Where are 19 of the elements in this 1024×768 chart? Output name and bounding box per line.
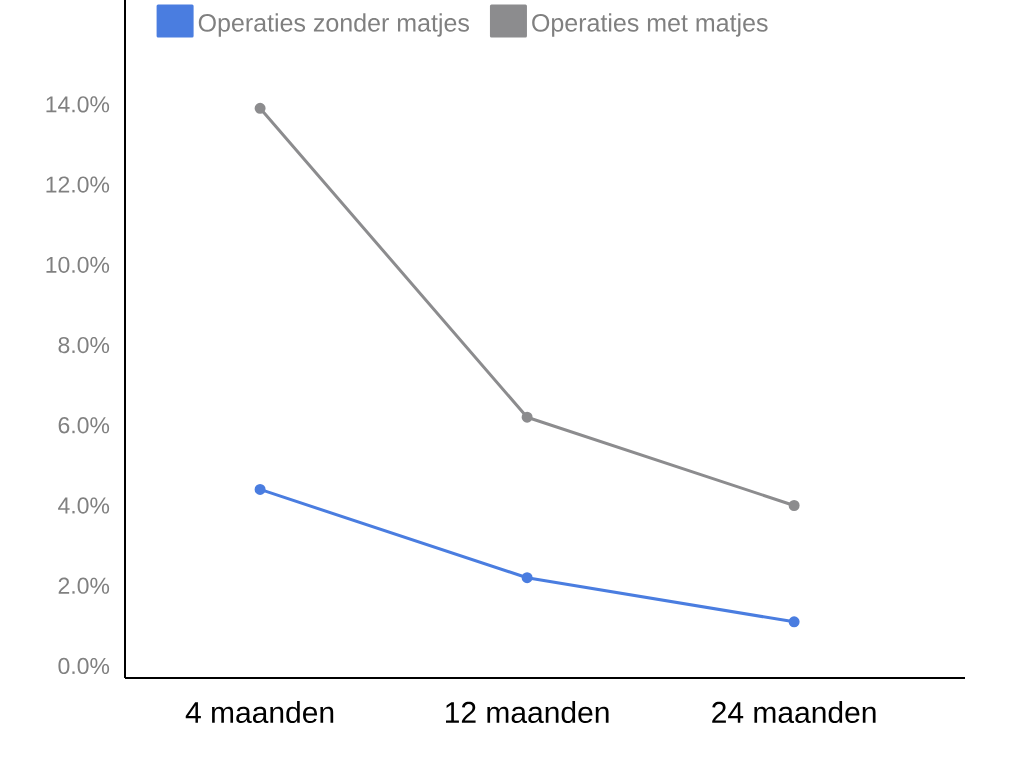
y-tick-label: 0.0% [58, 657, 110, 675]
legend-label: Operaties met matjes [532, 13, 768, 37]
y-tick-label: 2.0% [58, 577, 110, 594]
point [254, 102, 266, 114]
x-tick-label: 12 maanden [446, 701, 609, 724]
x-tick-label: 24 maanden [712, 701, 876, 724]
y-tick-label: 10.0% [46, 256, 110, 273]
y-tick-label: 14.0% [46, 96, 110, 113]
point [521, 572, 533, 584]
y-tick-label: 6.0% [58, 417, 110, 434]
point [521, 411, 533, 423]
y-tick-label: 4.0% [58, 497, 110, 514]
point [788, 499, 800, 511]
legend-label: Operaties zonder matjes [198, 13, 469, 37]
y-tick-label: 12.0% [46, 176, 110, 193]
x-tick-label: 4 maanden [185, 701, 334, 724]
y-tick-label: 8.0% [58, 336, 110, 354]
point [788, 616, 800, 628]
point [254, 483, 266, 495]
